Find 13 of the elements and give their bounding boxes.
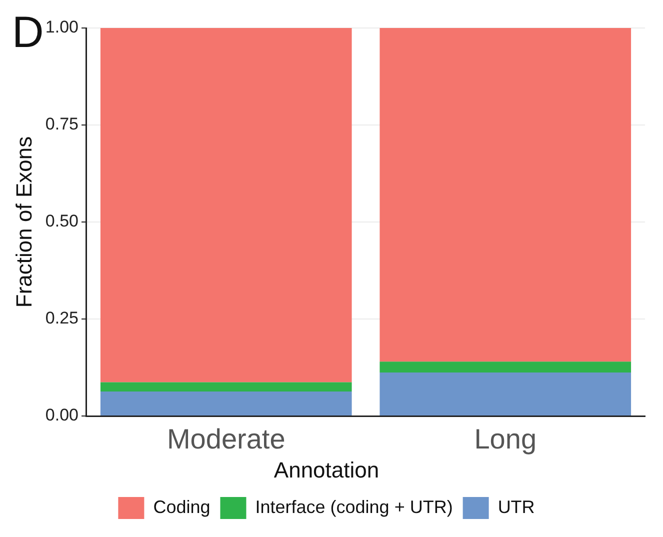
y-tick-label: 0.50 <box>45 212 78 231</box>
y-tick-label: 0.75 <box>45 114 78 134</box>
legend-title: Annotation <box>274 458 380 483</box>
x-tick-label: Long <box>474 424 537 455</box>
legend-label: UTR <box>498 496 535 517</box>
x-tick-label: Moderate <box>166 424 286 455</box>
y-tick-label: 0.00 <box>45 406 78 425</box>
legend-label: Coding <box>153 496 210 517</box>
y-tick-label: 0.25 <box>45 308 78 328</box>
legend-label: Interface (coding + UTR) <box>255 496 453 517</box>
text: D <box>12 8 44 58</box>
y-tick-label: 1.00 <box>45 18 78 37</box>
y-axis-title: Fraction of Exons <box>11 136 36 308</box>
